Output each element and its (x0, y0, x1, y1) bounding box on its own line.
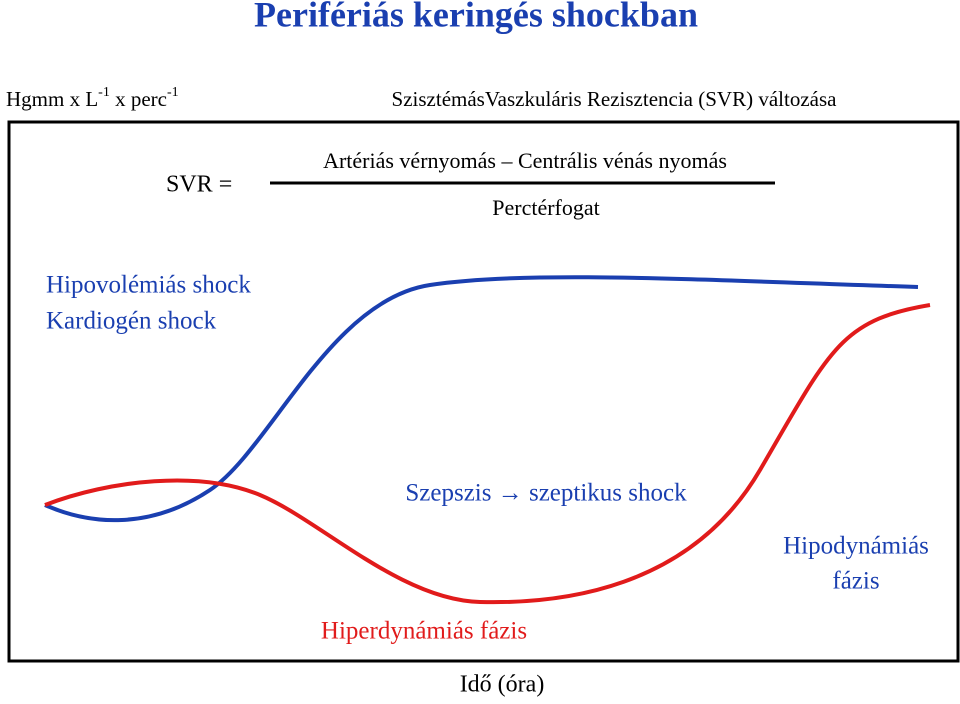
unit-part: Hgmm x L (6, 87, 98, 111)
heading: SzisztémásVaszkuláris Rezisztencia (SVR)… (392, 87, 838, 111)
unit-sup: -1 (98, 85, 110, 100)
curve-blue (44, 275, 919, 523)
x-label: Idő (óra) (460, 672, 545, 698)
label: Hipovolémiás shock (46, 272, 251, 299)
label: Hiperdynámiás fázis (321, 618, 527, 645)
unit-sup: -1 (167, 85, 179, 100)
curve-red (44, 303, 931, 605)
frame (7, 120, 960, 663)
formula-lhs: SVR = (166, 172, 232, 198)
formula-denominator: Perctérfogat (492, 195, 600, 220)
formula-numerator: Artériás vérnyomás – Centrális vénás nyo… (323, 148, 727, 173)
unit: Hgmm x L-1 x perc-1 (6, 85, 179, 111)
unit-part: x perc (110, 87, 167, 111)
label: Szepszis → szeptikus shock (405, 480, 687, 507)
label: Hipodynámiás (783, 533, 929, 560)
title: Perifériás keringés shockban (254, 0, 698, 34)
label: fázis (832, 568, 879, 595)
label: Kardiogén shock (46, 308, 217, 335)
